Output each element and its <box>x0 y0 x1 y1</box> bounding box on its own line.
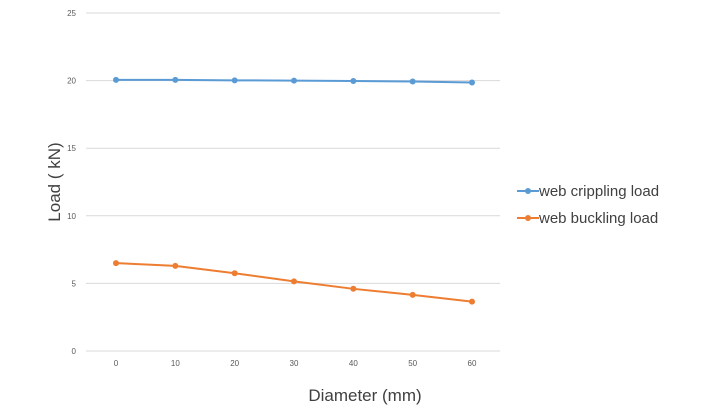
legend-label: web crippling load <box>538 183 659 200</box>
legend: web crippling load web buckling load <box>517 183 659 227</box>
y-tick-label: 20 <box>67 77 76 86</box>
y-axis-ticks: 0 5 10 15 20 25 <box>67 9 76 356</box>
data-point <box>172 76 179 83</box>
x-tick-label: 50 <box>408 359 417 368</box>
x-tick-label: 60 <box>468 359 477 368</box>
legend-label: web buckling load <box>538 210 658 227</box>
x-tick-label: 0 <box>114 359 119 368</box>
x-tick-label: 10 <box>171 359 180 368</box>
x-axis-ticks: 0 10 20 30 40 50 60 <box>114 359 477 368</box>
x-tick-label: 20 <box>230 359 239 368</box>
series-group <box>113 76 475 305</box>
data-point <box>350 78 357 85</box>
x-axis-title: Diameter (mm) <box>308 386 421 405</box>
data-point <box>469 298 475 305</box>
data-point <box>291 278 297 285</box>
y-tick-label: 0 <box>72 347 77 356</box>
y-tick-label: 15 <box>67 144 76 153</box>
data-point <box>291 77 297 84</box>
data-point <box>469 79 475 86</box>
x-tick-label: 30 <box>290 359 299 368</box>
legend-swatch-marker <box>525 215 531 221</box>
legend-swatch-marker <box>525 188 531 194</box>
y-tick-label: 25 <box>67 9 76 18</box>
data-point <box>113 76 119 83</box>
y-tick-label: 5 <box>72 279 77 288</box>
data-point <box>350 285 357 292</box>
data-point <box>231 77 238 84</box>
data-point <box>409 291 416 298</box>
data-point <box>231 270 238 277</box>
data-point <box>172 262 179 269</box>
x-tick-label: 40 <box>349 359 358 368</box>
y-tick-label: 10 <box>67 212 76 221</box>
data-point <box>409 78 416 85</box>
gridlines <box>86 12 500 352</box>
y-axis-title: Load ( kN) <box>45 142 64 221</box>
data-point <box>113 260 119 267</box>
